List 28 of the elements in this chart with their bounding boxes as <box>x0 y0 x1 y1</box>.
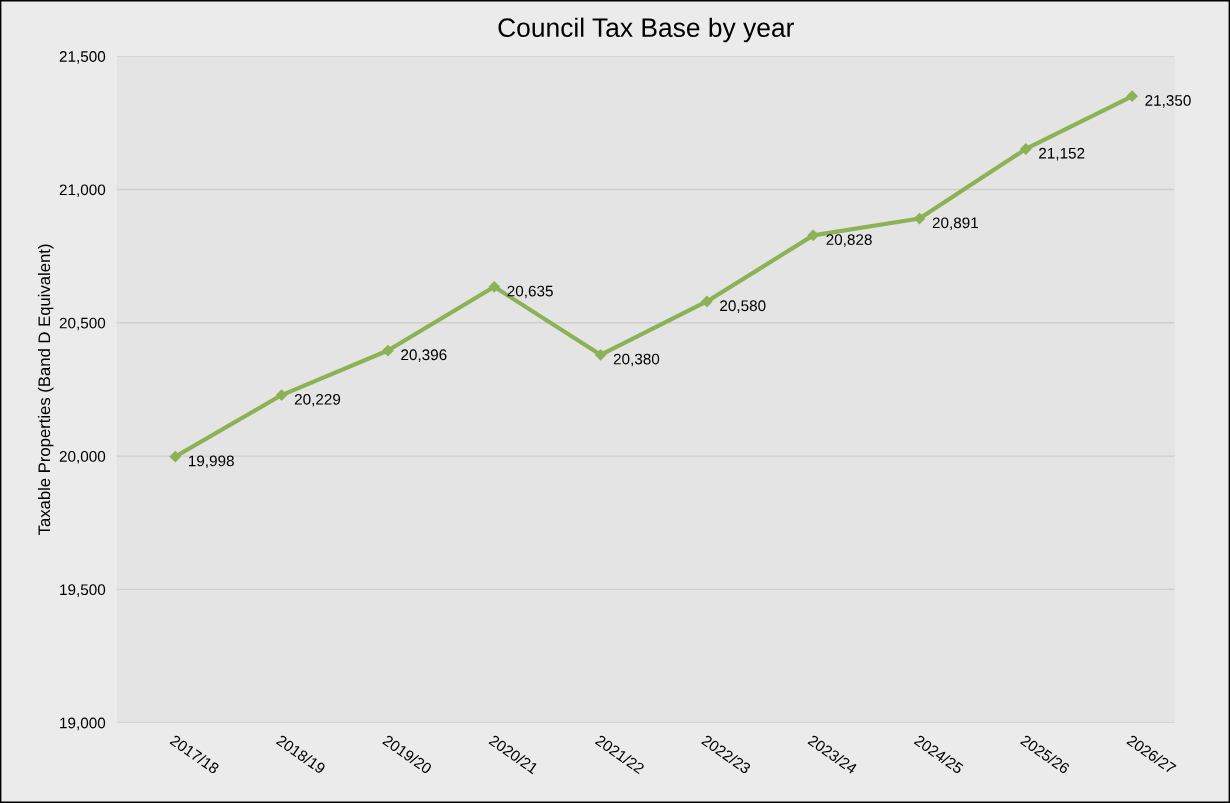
point <box>701 295 713 308</box>
data-label: 21,152 <box>1039 147 1085 161</box>
point <box>1126 90 1138 102</box>
y-tick-label: 19,500 <box>60 584 106 597</box>
y-tick-label: 21,000 <box>59 184 106 197</box>
y-tick-label: 19,000 <box>60 717 106 731</box>
point <box>1020 143 1032 155</box>
data-label: 21,350 <box>1145 95 1191 108</box>
data-label: 20,380 <box>613 353 660 367</box>
data-label: 20,891 <box>932 217 978 231</box>
point <box>594 349 607 361</box>
y-tick-label: 20,000 <box>59 450 106 464</box>
data-label: 20,396 <box>401 349 447 362</box>
data-label: 20,229 <box>294 393 341 407</box>
y-tick-label: 21,500 <box>59 51 106 64</box>
point <box>488 281 500 293</box>
point <box>913 212 926 225</box>
point <box>169 451 181 463</box>
data-label: 19,998 <box>188 455 234 469</box>
data-label: 20,828 <box>826 234 872 247</box>
y-axis-title: Taxable Properties (Band D Equivalent) <box>37 244 54 535</box>
point <box>382 344 394 357</box>
chart-title: Council Tax Base by year <box>498 17 794 43</box>
data-label: 20,635 <box>507 285 553 299</box>
data-label: 20,580 <box>720 300 766 313</box>
y-tick-label: 20,500 <box>59 317 106 331</box>
point <box>807 229 819 241</box>
point <box>276 389 288 401</box>
